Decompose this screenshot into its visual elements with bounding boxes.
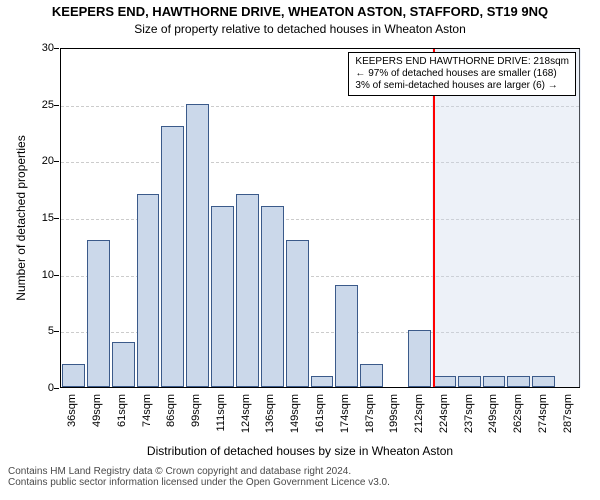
x-tick: 124sqm	[240, 394, 252, 433]
bar	[62, 364, 85, 387]
bar	[458, 376, 481, 387]
y-tick: 10	[24, 269, 54, 281]
bar	[186, 104, 209, 387]
bar	[311, 376, 334, 387]
x-tick: 36sqm	[66, 394, 78, 427]
bar	[408, 330, 431, 387]
x-tick: 136sqm	[264, 394, 276, 433]
bar	[483, 376, 506, 387]
bar	[137, 194, 160, 387]
y-tick: 25	[24, 99, 54, 111]
x-tick: 262sqm	[512, 394, 524, 433]
plot-area	[60, 48, 580, 388]
bar	[161, 126, 184, 387]
x-tick: 61sqm	[116, 394, 128, 427]
info-box-line: KEEPERS END HAWTHORNE DRIVE: 218sqm	[355, 56, 569, 68]
info-box: KEEPERS END HAWTHORNE DRIVE: 218sqm← 97%…	[348, 52, 576, 96]
chart-title: KEEPERS END, HAWTHORNE DRIVE, WHEATON AS…	[0, 4, 600, 19]
x-tick: 287sqm	[562, 394, 574, 433]
bar	[236, 194, 259, 387]
x-tick: 237sqm	[463, 394, 475, 433]
footer-line-1: Contains HM Land Registry data © Crown c…	[8, 466, 600, 477]
bar	[261, 206, 284, 387]
x-tick: 161sqm	[314, 394, 326, 433]
x-tick: 274sqm	[537, 394, 549, 433]
footer: Contains HM Land Registry data © Crown c…	[0, 466, 600, 488]
x-tick: 174sqm	[339, 394, 351, 433]
x-tick: 111sqm	[215, 394, 227, 432]
bar	[532, 376, 555, 387]
bar	[286, 240, 309, 387]
y-tick: 20	[24, 155, 54, 167]
x-tick: 99sqm	[190, 394, 202, 427]
footer-line-2: Contains public sector information licen…	[8, 477, 600, 488]
x-tick: 74sqm	[141, 394, 153, 427]
x-tick: 149sqm	[289, 394, 301, 433]
x-axis-label: Distribution of detached houses by size …	[0, 444, 600, 458]
chart-subtitle: Size of property relative to detached ho…	[0, 22, 600, 36]
x-tick: 187sqm	[364, 394, 376, 433]
info-box-line: ← 97% of detached houses are smaller (16…	[355, 68, 569, 80]
bar	[112, 342, 135, 387]
reference-line	[433, 49, 435, 387]
bar	[507, 376, 530, 387]
bar	[335, 285, 358, 387]
y-tick: 30	[24, 42, 54, 54]
y-tick: 5	[24, 325, 54, 337]
y-tick: 15	[24, 212, 54, 224]
info-box-line: 3% of semi-detached houses are larger (6…	[355, 80, 569, 92]
bar	[211, 206, 234, 387]
bars	[61, 49, 579, 387]
bar	[433, 376, 456, 387]
bar	[360, 364, 383, 387]
x-tick: 224sqm	[438, 394, 450, 433]
x-tick: 249sqm	[487, 394, 499, 433]
x-tick: 212sqm	[413, 394, 425, 433]
x-tick: 49sqm	[91, 394, 103, 427]
y-tick: 0	[24, 382, 54, 394]
x-tick: 86sqm	[165, 394, 177, 427]
bar	[87, 240, 110, 387]
x-tick: 199sqm	[388, 394, 400, 433]
